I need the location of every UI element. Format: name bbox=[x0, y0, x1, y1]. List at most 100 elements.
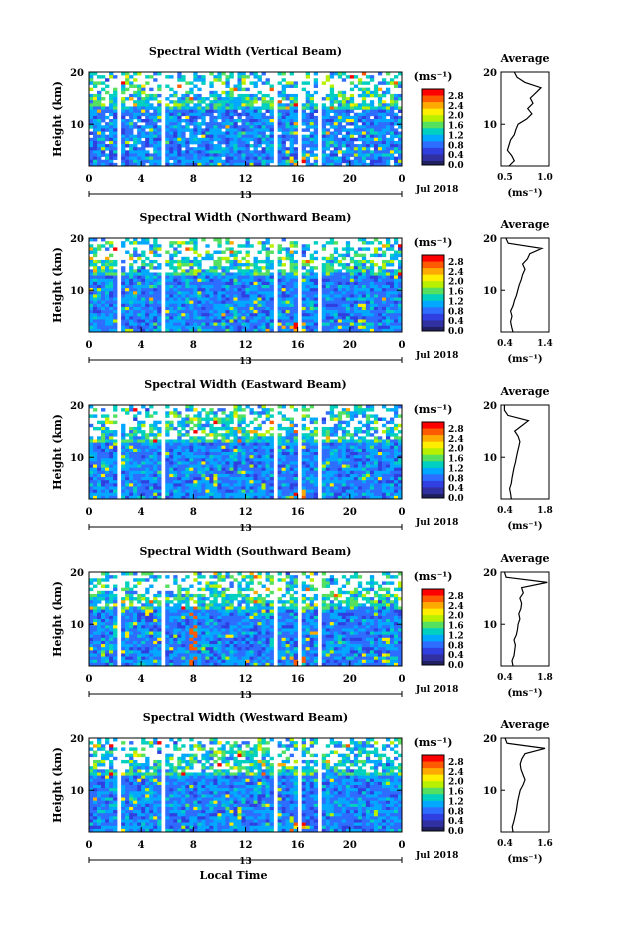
heatmap-cell bbox=[385, 278, 391, 283]
heatmap-cell bbox=[109, 448, 114, 453]
heatmap-cell bbox=[149, 489, 154, 494]
heatmap-cell bbox=[361, 319, 367, 323]
heatmap-cell bbox=[221, 483, 226, 487]
heatmap-cell bbox=[249, 445, 254, 450]
heatmap-cell bbox=[157, 306, 162, 311]
heatmap-cell bbox=[93, 448, 98, 453]
heatmap-cell bbox=[373, 250, 379, 254]
heatmap-cell bbox=[253, 477, 258, 481]
y-tick-label: 20 bbox=[70, 234, 84, 245]
heatmap-cell bbox=[389, 97, 395, 101]
heatmap-cell bbox=[233, 480, 238, 484]
heatmap-cell bbox=[165, 285, 170, 289]
heatmap-cell bbox=[293, 310, 298, 314]
heatmap-cell bbox=[233, 483, 238, 487]
heatmap-cell bbox=[245, 263, 250, 267]
heatmap-cell bbox=[225, 128, 230, 132]
heatmap-cell bbox=[97, 300, 102, 305]
heatmap-cell bbox=[305, 452, 310, 456]
heatmap-cell bbox=[145, 153, 150, 157]
heatmap-cell bbox=[333, 144, 339, 148]
heatmap-cell bbox=[173, 458, 178, 462]
heatmap-cell bbox=[345, 112, 351, 117]
heatmap-cell bbox=[193, 122, 198, 126]
heatmap-cell bbox=[325, 303, 331, 308]
heatmap-cell bbox=[141, 423, 146, 428]
heatmap-cell bbox=[321, 144, 327, 148]
heatmap-cell bbox=[217, 285, 222, 289]
heatmap-cell bbox=[333, 300, 339, 305]
heatmap-cell bbox=[173, 272, 178, 276]
heatmap-cell bbox=[245, 75, 250, 79]
heatmap-cell bbox=[253, 480, 258, 484]
heatmap-cell bbox=[309, 112, 315, 117]
heatmap-cell bbox=[225, 131, 230, 135]
heatmap-cell bbox=[269, 97, 274, 101]
heatmap-cell bbox=[241, 128, 246, 132]
heatmap-cell bbox=[321, 97, 327, 101]
heatmap-cell bbox=[113, 131, 118, 135]
heatmap-cell bbox=[109, 492, 114, 497]
heatmap-cell bbox=[325, 78, 331, 82]
heatmap-cell bbox=[97, 495, 102, 500]
heatmap-cell bbox=[185, 430, 190, 434]
heatmap-cell bbox=[293, 263, 298, 267]
heatmap-cell bbox=[225, 93, 230, 98]
heatmap-cell bbox=[381, 281, 387, 286]
heatmap-cell bbox=[209, 128, 214, 132]
heatmap-cell bbox=[113, 489, 118, 494]
heatmap-cell bbox=[193, 322, 198, 327]
heatmap-cell bbox=[173, 313, 178, 317]
heatmap-cell bbox=[261, 405, 266, 409]
heatmap-cell bbox=[313, 445, 319, 450]
heatmap-cell bbox=[333, 131, 339, 135]
heatmap-cell bbox=[201, 477, 206, 481]
heatmap-cell bbox=[257, 106, 262, 110]
heatmap-cell bbox=[245, 322, 250, 327]
heatmap-cell bbox=[253, 128, 258, 132]
heatmap-cell bbox=[205, 297, 210, 301]
heatmap-cell bbox=[137, 319, 142, 323]
heatmap-cell bbox=[241, 81, 246, 85]
heatmap-cell bbox=[305, 278, 310, 283]
heatmap-cell bbox=[205, 467, 210, 472]
heatmap-cell bbox=[213, 281, 218, 286]
heatmap-cell bbox=[233, 461, 238, 465]
heatmap-cell bbox=[133, 109, 138, 114]
heatmap-cell bbox=[301, 461, 306, 465]
heatmap-cell bbox=[245, 328, 250, 333]
heatmap-cell bbox=[209, 477, 214, 481]
heatmap-cell bbox=[97, 153, 102, 157]
heatmap-cell bbox=[145, 473, 150, 478]
heatmap-cell bbox=[393, 75, 399, 79]
heatmap-cell bbox=[185, 461, 190, 465]
heatmap-cell bbox=[97, 452, 102, 456]
heatmap-cell bbox=[133, 84, 138, 88]
heatmap-cell bbox=[221, 467, 226, 472]
heatmap-cell bbox=[209, 408, 214, 412]
heatmap-cell bbox=[189, 452, 194, 456]
heatmap-cell bbox=[301, 442, 306, 447]
heatmap-cell bbox=[113, 109, 118, 114]
heatmap-cell bbox=[221, 325, 226, 330]
heatmap-cell bbox=[121, 291, 126, 295]
heatmap-cell bbox=[325, 140, 331, 145]
heatmap-cell bbox=[309, 122, 315, 126]
heatmap-cell bbox=[313, 464, 319, 468]
colorbar-tick-label: 0.0 bbox=[448, 161, 464, 171]
heatmap-cell bbox=[389, 115, 395, 120]
heatmap-cell bbox=[229, 266, 234, 270]
heatmap-cell bbox=[277, 316, 282, 320]
heatmap-cell bbox=[237, 285, 242, 289]
heatmap-cell bbox=[89, 405, 94, 409]
heatmap-cell bbox=[277, 461, 282, 465]
heatmap-cell bbox=[149, 272, 154, 276]
heatmap-cell bbox=[333, 109, 339, 114]
heatmap-cell bbox=[185, 122, 190, 126]
heatmap-cell bbox=[173, 131, 178, 135]
heatmap-cell bbox=[265, 103, 270, 107]
heatmap-cell bbox=[121, 430, 126, 434]
heatmap-cell bbox=[169, 492, 174, 497]
heatmap-cell bbox=[377, 272, 383, 276]
heatmap-cell bbox=[277, 244, 282, 248]
